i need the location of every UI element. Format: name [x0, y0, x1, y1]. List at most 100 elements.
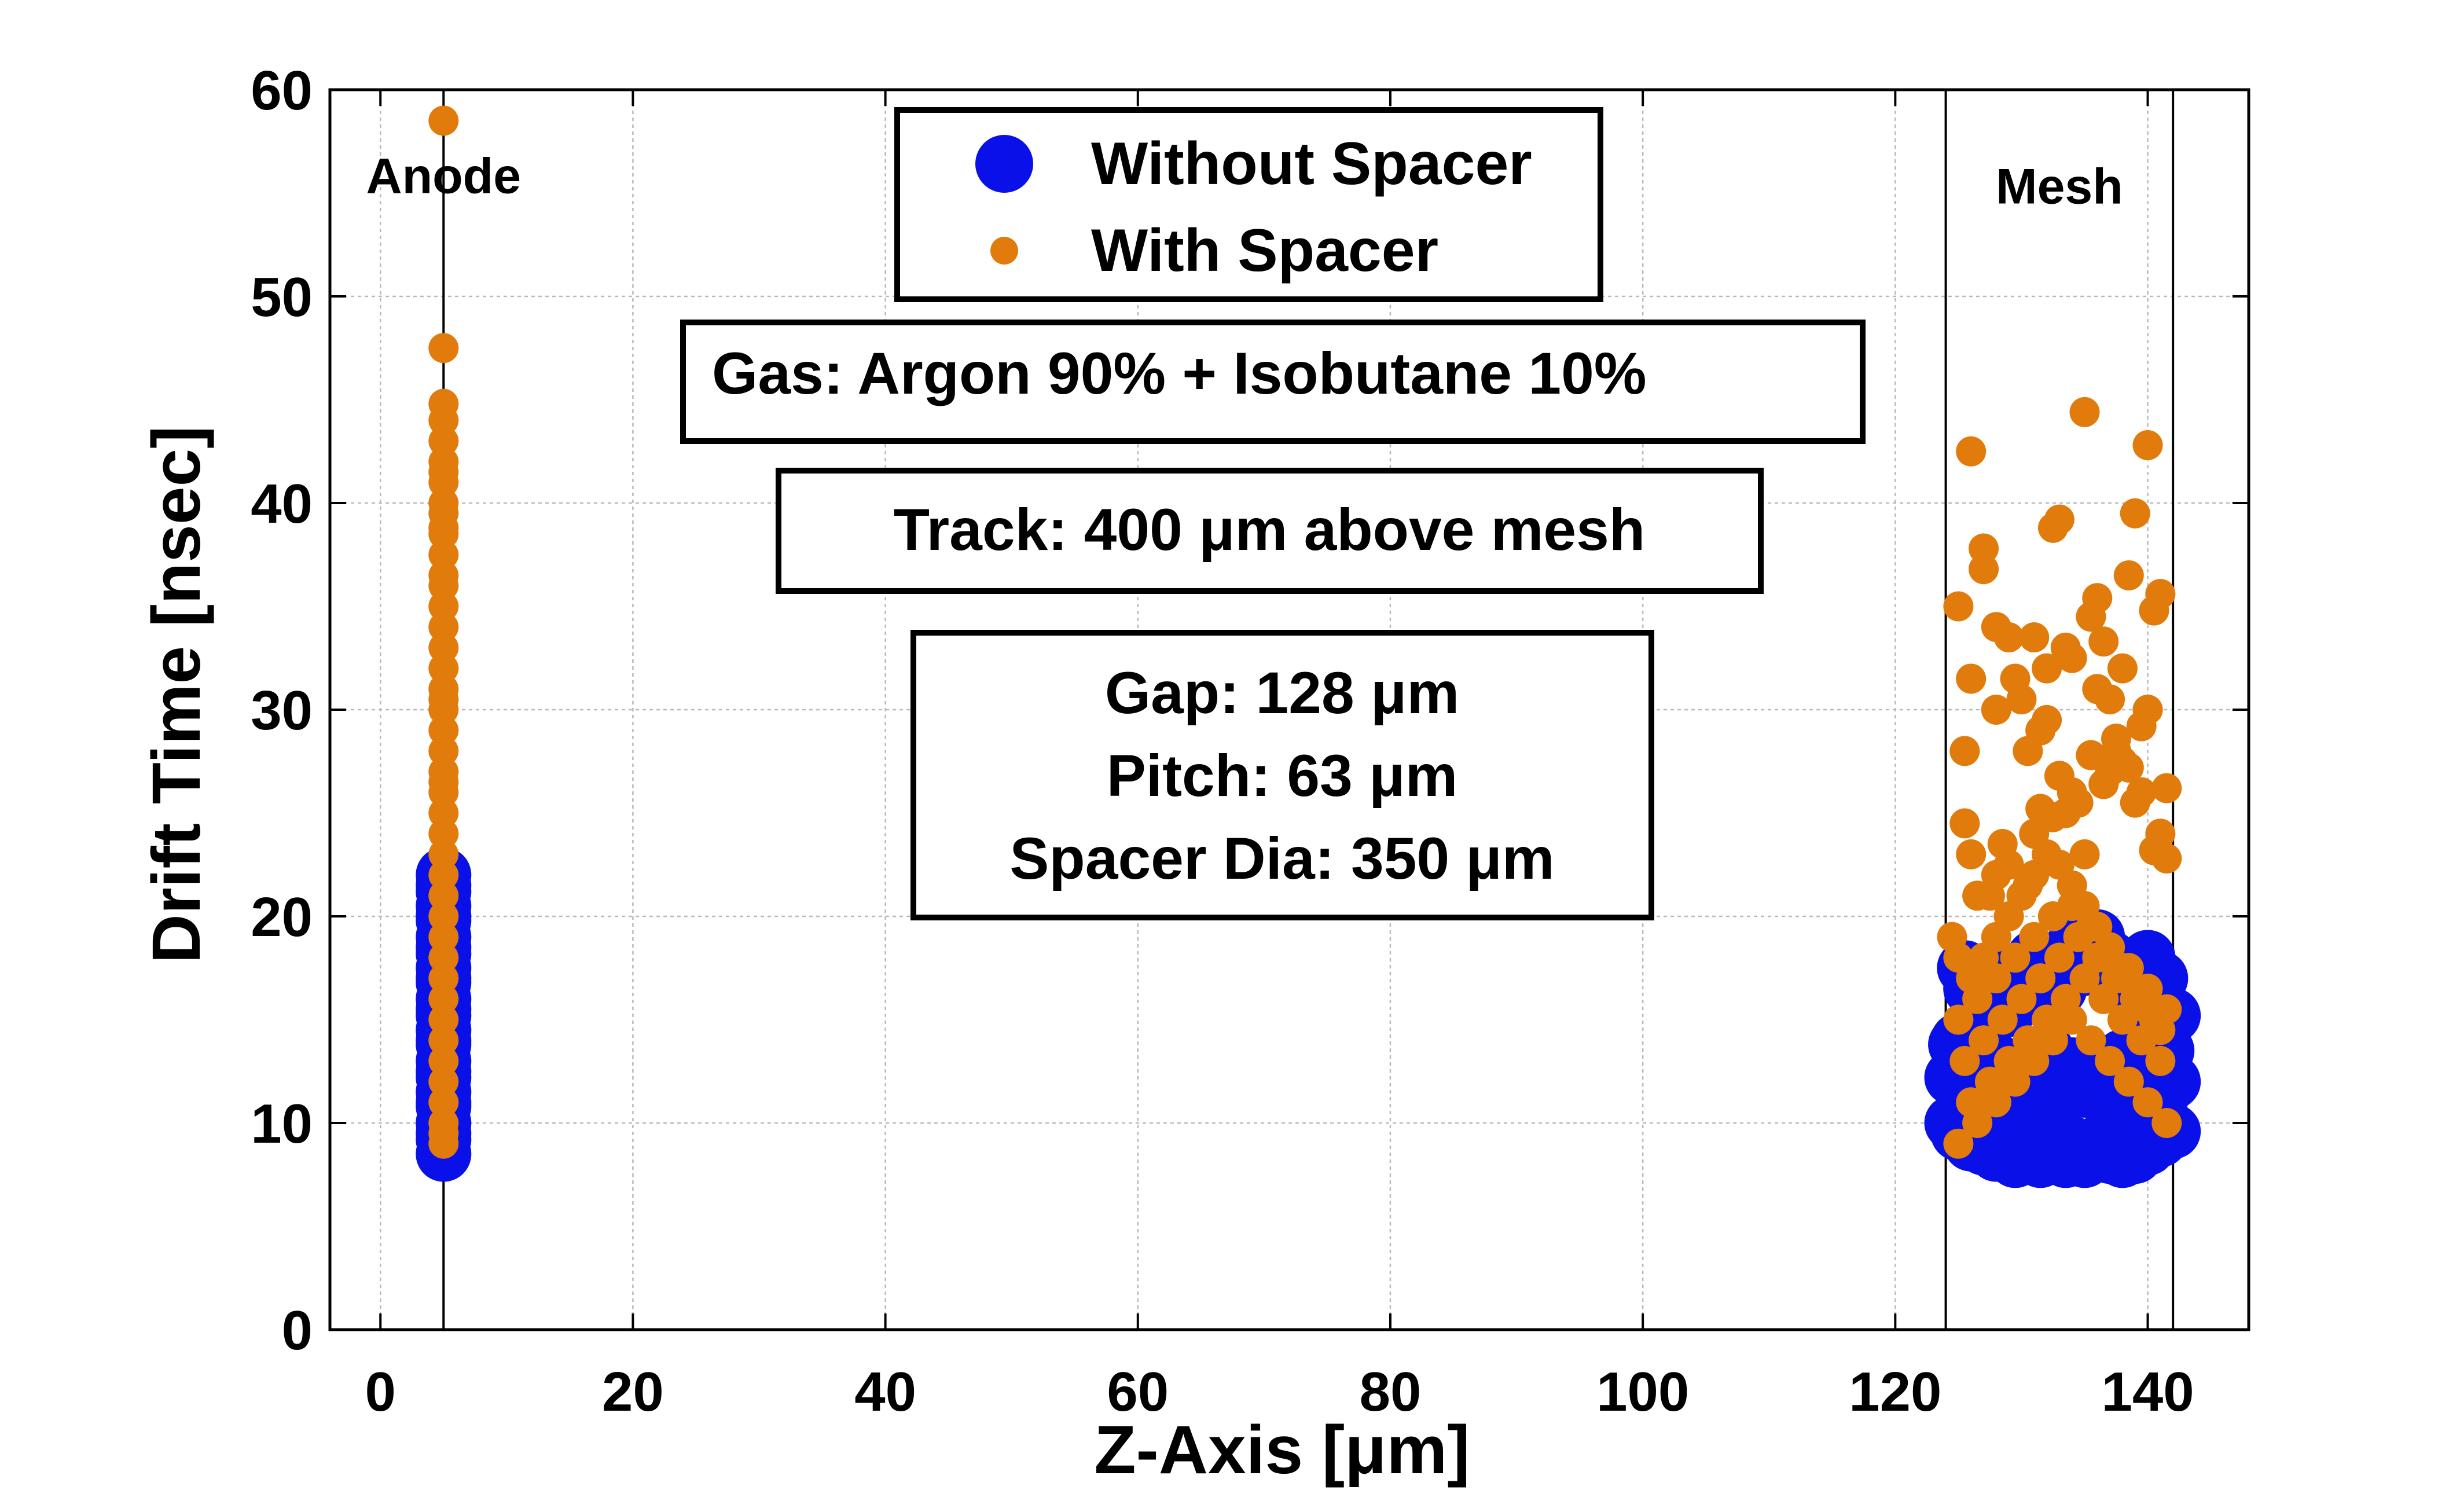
x-tick-label: 100 — [1596, 1361, 1689, 1423]
point-with-spacer — [2126, 711, 2157, 742]
y-axis-label: Drift Time [nsec] — [138, 426, 215, 964]
x-tick-label: 120 — [1849, 1361, 1941, 1423]
point-with-spacer — [2037, 802, 2068, 832]
point-with-spacer — [2145, 1045, 2176, 1076]
x-tick-label: 40 — [854, 1361, 916, 1423]
annotation-track-text: Track: 400 μm above mesh — [894, 497, 1645, 563]
y-tick-label: 20 — [251, 886, 313, 948]
point-with-spacer — [428, 983, 459, 1014]
point-with-spacer — [428, 1066, 459, 1097]
point-with-spacer — [1969, 533, 1999, 564]
point-with-spacer — [2113, 560, 2144, 590]
point-with-spacer — [2019, 622, 2050, 653]
point-with-spacer — [428, 715, 459, 746]
point-with-spacer — [1949, 1045, 1980, 1076]
y-tick-label: 10 — [251, 1093, 313, 1155]
point-with-spacer — [1981, 695, 2011, 725]
point-with-spacer — [428, 901, 459, 931]
region-label-anode: Anode — [366, 149, 522, 204]
point-with-spacer — [2132, 1087, 2163, 1118]
y-tick-label: 40 — [251, 473, 313, 535]
point-with-spacer — [2113, 752, 2144, 783]
legend-marker-without-spacer — [975, 135, 1033, 193]
x-tick-label: 20 — [602, 1361, 664, 1423]
point-with-spacer — [1943, 1128, 1974, 1159]
point-with-spacer — [2082, 583, 2113, 614]
point-with-spacer — [1962, 1108, 1993, 1138]
point-with-spacer — [1956, 663, 1987, 694]
point-with-spacer — [2057, 643, 2087, 673]
point-with-spacer — [428, 1045, 459, 1076]
y-tick-label: 50 — [251, 266, 313, 328]
x-tick-label: 140 — [2101, 1361, 2194, 1423]
point-with-spacer — [1993, 622, 2024, 653]
annotation-gap-text: Gap: 128 μm — [1105, 660, 1459, 726]
x-tick-label: 60 — [1107, 1361, 1169, 1423]
point-with-spacer — [1969, 1025, 1999, 1056]
point-with-spacer — [1962, 983, 1993, 1014]
y-tick-label: 0 — [282, 1300, 313, 1361]
data-points — [416, 105, 2201, 1188]
point-with-spacer — [428, 839, 459, 869]
point-with-spacer — [2057, 1004, 2087, 1035]
point-with-spacer — [2151, 773, 2182, 803]
point-with-spacer — [2032, 704, 2062, 735]
point-with-spacer — [1969, 554, 1999, 585]
point-with-spacer — [428, 333, 459, 364]
point-with-spacer — [428, 446, 459, 477]
annotation-gas: Gas: Argon 90% + Isobutane 10% — [680, 320, 1866, 444]
point-with-spacer — [428, 798, 459, 828]
point-with-spacer — [2069, 397, 2100, 427]
point-with-spacer — [2139, 835, 2169, 865]
point-with-spacer — [2063, 922, 2094, 952]
point-with-spacer — [2044, 504, 2075, 535]
point-with-spacer — [428, 736, 459, 766]
legend-marker-with-spacer — [990, 237, 1018, 265]
point-with-spacer — [2044, 761, 2075, 791]
point-with-spacer — [428, 819, 459, 849]
point-with-spacer — [2113, 1066, 2144, 1097]
point-with-spacer — [2019, 1045, 2050, 1076]
point-with-spacer — [1943, 1004, 1974, 1035]
point-with-spacer — [2145, 579, 2176, 610]
region-labels: Anode Mesh — [366, 149, 2123, 215]
point-with-spacer — [2151, 1108, 2182, 1138]
point-with-spacer — [428, 405, 459, 436]
point-with-spacer — [428, 612, 459, 643]
x-tick-label: 0 — [365, 1361, 396, 1423]
point-with-spacer — [428, 684, 459, 715]
point-with-spacer — [428, 632, 459, 663]
point-with-spacer — [2032, 653, 2062, 684]
point-with-spacer — [428, 488, 459, 518]
point-with-spacer — [2069, 963, 2100, 994]
point-with-spacer — [2006, 684, 2037, 715]
point-with-spacer — [428, 1087, 459, 1118]
point-with-spacer — [2120, 787, 2150, 818]
point-with-spacer — [1943, 591, 1974, 622]
point-with-spacer — [428, 591, 459, 622]
point-with-spacer — [2132, 430, 2163, 461]
annotation-gas-box — [680, 320, 1866, 444]
point-with-spacer — [428, 860, 459, 890]
annotation-pitch-text: Pitch: 63 μm — [1107, 743, 1458, 809]
x-axis-label: Z-Axis [μm] — [1094, 1412, 1470, 1488]
point-with-spacer — [428, 467, 459, 498]
annotation-spacer-text: Spacer Dia: 350 μm — [1009, 825, 1554, 891]
point-with-spacer — [1981, 963, 2011, 994]
point-with-spacer — [2000, 942, 2031, 973]
point-with-spacer — [2107, 653, 2138, 684]
annotation-geometry-box — [910, 630, 1654, 920]
point-with-spacer — [2088, 769, 2119, 799]
point-with-spacer — [2107, 1004, 2138, 1035]
point-with-spacer — [2006, 983, 2037, 1014]
point-with-spacer — [2120, 498, 2150, 529]
point-with-spacer — [428, 512, 459, 543]
point-with-spacer — [2076, 740, 2106, 770]
point-with-spacer — [2088, 983, 2119, 1014]
point-with-spacer — [1956, 436, 1987, 467]
point-with-spacer — [2000, 1066, 2031, 1097]
point-with-spacer — [1956, 839, 1987, 869]
point-with-spacer — [428, 766, 459, 797]
point-with-spacer — [2025, 963, 2056, 994]
